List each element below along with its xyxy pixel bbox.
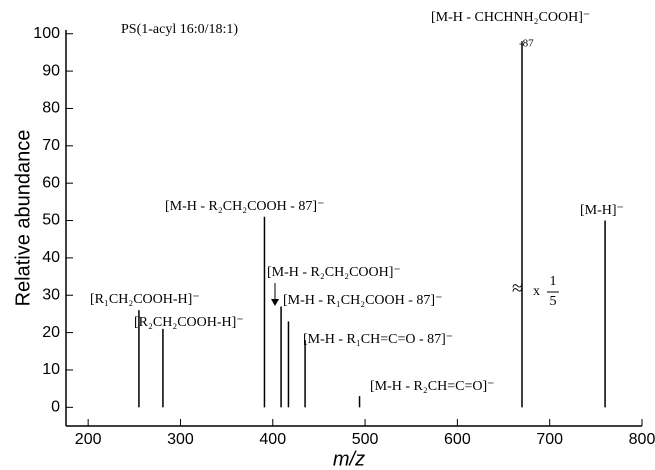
x-tick-label: 400 bbox=[259, 431, 286, 448]
y-tick-label: 100 bbox=[33, 25, 60, 42]
scale-symbol: ≈ bbox=[512, 278, 523, 300]
y-tick-label: 10 bbox=[42, 361, 60, 378]
scale-text: x bbox=[533, 284, 540, 299]
chart-title: PS(1-acyl 16:0/18:1) bbox=[121, 22, 238, 37]
x-tick-label: 800 bbox=[629, 431, 655, 448]
y-tick-label: 60 bbox=[42, 174, 60, 191]
x-tick-label: 500 bbox=[352, 431, 379, 448]
peak-annotation: [R₁CH₂COOH-H]⁻ bbox=[90, 292, 200, 307]
y-tick-label: 30 bbox=[42, 286, 60, 303]
x-tick-label: 600 bbox=[444, 431, 471, 448]
peak-annotation: [M-H]⁻ bbox=[580, 203, 624, 218]
x-tick-label: 700 bbox=[536, 431, 563, 448]
y-axis-label: Relative abundance bbox=[12, 130, 34, 307]
y-tick-label: 20 bbox=[42, 324, 60, 341]
y-tick-label: 90 bbox=[42, 62, 60, 79]
peak-annotation: -87 bbox=[519, 38, 534, 50]
x-axis-label: m/z bbox=[333, 448, 365, 470]
y-tick-label: 80 bbox=[42, 100, 60, 117]
peak-annotation: [M-H - R₂CH₂COOH - 87]⁻ bbox=[165, 199, 324, 214]
x-tick-label: 300 bbox=[167, 431, 194, 448]
y-tick-label: 40 bbox=[42, 249, 60, 266]
y-tick-label: 50 bbox=[42, 212, 60, 229]
peak-annotation: [M-H - R₁CH=C=O - 87]⁻ bbox=[303, 332, 453, 347]
peak-annotation: [M-H - R₂CH=C=O]⁻ bbox=[370, 379, 495, 394]
y-tick-label: 0 bbox=[51, 399, 60, 416]
x-tick-label: 200 bbox=[75, 431, 102, 448]
peak-annotation: [R₂CH₂COOH-H]⁻ bbox=[134, 315, 244, 330]
y-tick-label: 70 bbox=[42, 137, 60, 154]
scale-numerator: 1 bbox=[550, 274, 557, 289]
peak-annotation: [M-H - CHCHNH₂COOH]⁻ bbox=[431, 10, 590, 25]
peak-annotation: [M-H - R₂CH₂COOH]⁻ bbox=[267, 265, 401, 280]
arrow-head bbox=[271, 299, 279, 306]
scale-denominator: 5 bbox=[550, 294, 557, 309]
peak-annotation: [M-H - R₁CH₂COOH - 87]⁻ bbox=[283, 293, 442, 308]
